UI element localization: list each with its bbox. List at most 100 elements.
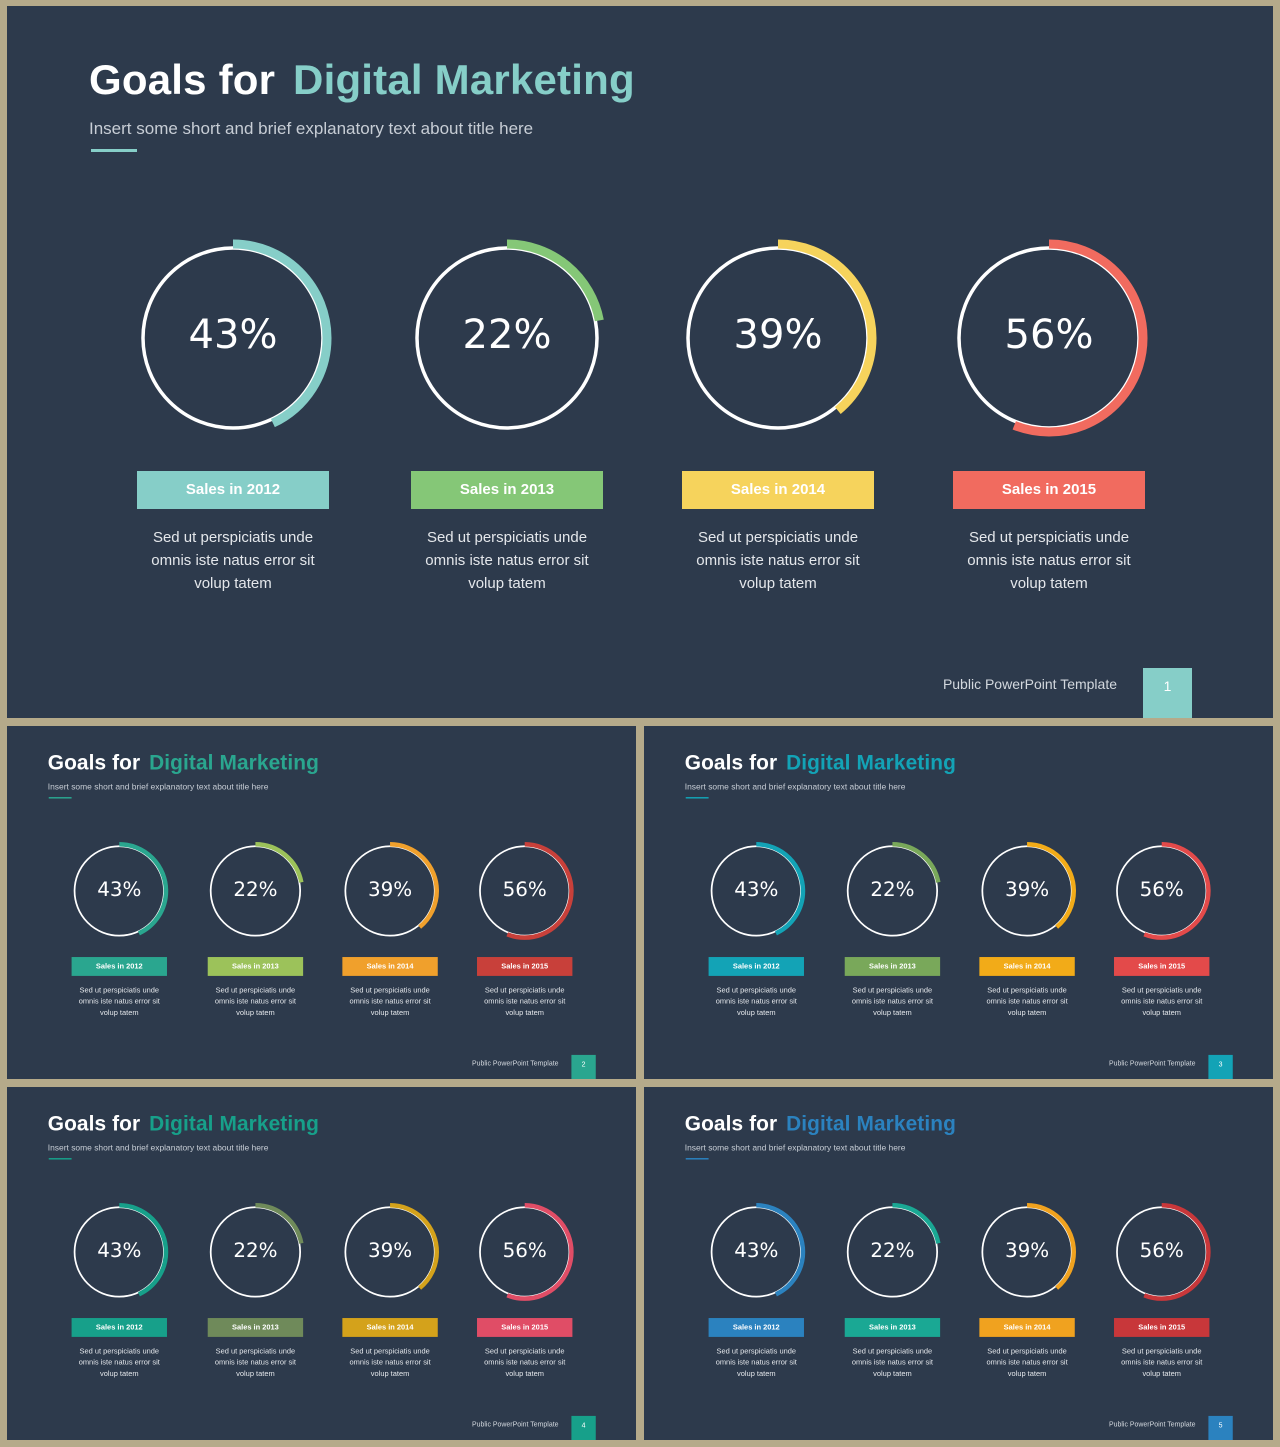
goal-label: Sales in 2015 [477,957,573,976]
goal-description: Sed ut perspiciatis unde omnis iste natu… [70,1345,169,1379]
goal-description-line: omnis iste natus error sit [967,552,1131,569]
slide-content: Goals for Digital Marketing Insert some … [644,726,1273,1079]
goal-description-line: Sed ut perspiciatis unde [987,985,1067,995]
progress-ring [475,842,574,940]
goal-description: Sed ut perspiciatis unde omnis iste natu… [977,984,1076,1018]
goal-description: Sed ut perspiciatis unde omnis iste natu… [707,984,806,1018]
goal-description-line: volup tatem [1007,1369,1047,1379]
progress-ring [70,842,169,940]
goal-description-line: Sed ut perspiciatis unde [484,985,565,995]
goal-card-2: 22% Sales in 2013 Sed ut perspiciatis un… [407,238,607,608]
goal-description-line: volup tatem [468,575,546,592]
goal-percent: 39% [1004,878,1050,901]
goal-percent: 43% [97,1239,142,1262]
goal-description-line: volup tatem [1007,1008,1047,1018]
page-number-badge: 4 [571,1415,596,1440]
goal-description-line: omnis iste natus error sit [484,997,566,1006]
goal-label: Sales in 2015 [1114,957,1210,976]
page-number-badge: 5 [1208,1415,1233,1440]
goal-description-line: volup tatem [370,1369,410,1379]
title-main: Goals for [47,1111,141,1136]
goal-description: Sed ut perspiciatis unde omnis iste natu… [340,1345,439,1379]
slide-1[interactable]: Goals for Digital Marketing Insert some … [7,6,1273,718]
goal-card-2: 22% Sales in 2013 Sed ut perspiciatis un… [206,841,305,1025]
title-accent: Digital Marketing [293,56,635,103]
progress-ring [978,1203,1077,1301]
progress-ring [341,1203,440,1301]
footer-text: Public PowerPoint Template [942,676,1117,692]
goal-description-line: Sed ut perspiciatis unde [716,1346,797,1356]
goal-label: Sales in 2013 [207,957,304,976]
title-accent: Digital Marketing [786,1111,956,1136]
goal-card-4: 56% Sales in 2015 Sed ut perspiciatis un… [949,238,1149,608]
goal-label: Sales in 2013 [844,957,941,976]
goal-card-4: 56% Sales in 2015 Sed ut perspiciatis un… [475,1202,574,1386]
goal-card-3: 39% Sales in 2014 Sed ut perspiciatis un… [977,1202,1077,1386]
title-underline [48,1158,72,1160]
goal-card-3: 39% Sales in 2014 Sed ut perspiciatis un… [340,841,440,1025]
ring-progress-arc [707,842,806,940]
goal-label: Sales in 2015 [477,1318,573,1337]
goal-label: Sales in 2012 [708,957,804,976]
ring-progress-arc [70,842,169,940]
goal-card-3: 39% Sales in 2014 Sed ut perspiciatis un… [977,841,1077,1025]
goal-description-line: volup tatem [505,1369,544,1379]
goal-description-line: volup tatem [873,1369,912,1379]
progress-ring [408,239,606,437]
goal-label: Sales in 2015 [1114,1318,1210,1337]
footer-text: Public PowerPoint Template [1109,1419,1196,1428]
goal-description: Sed ut perspiciatis unde omnis iste natu… [206,1345,305,1379]
goal-description-line: Sed ut perspiciatis unde [987,1346,1067,1356]
goal-description-line: omnis iste natus error sit [851,1358,934,1367]
goal-description-line: Sed ut perspiciatis unde [1121,1346,1202,1356]
slide-3[interactable]: Goals for Digital Marketing Insert some … [644,726,1273,1079]
goal-percent: 22% [870,1239,915,1262]
goal-description-line: Sed ut perspiciatis unde [350,985,430,995]
ring-progress-arc [70,1203,169,1301]
page-number-badge: 2 [571,1054,596,1079]
goal-description: Sed ut perspiciatis unde omnis iste natu… [206,984,305,1018]
goal-card-2: 22% Sales in 2013 Sed ut perspiciatis un… [206,1202,305,1386]
slide-subtitle: Insert some short and brief explanatory … [89,119,534,138]
goal-description-line: Sed ut perspiciatis unde [968,529,1130,546]
goal-label: Sales in 2014 [342,1318,438,1337]
goal-card-3: 39% Sales in 2014 Sed ut perspiciatis un… [678,238,878,608]
goal-description-line: omnis iste natus error sit [349,1358,431,1367]
goal-description-line: Sed ut perspiciatis unde [426,529,588,546]
goal-description-line: volup tatem [370,1008,410,1018]
slide-5[interactable]: Goals for Digital Marketing Insert some … [644,1087,1273,1440]
goal-label: Sales in 2013 [411,471,603,509]
goal-label: Sales in 2014 [682,471,874,509]
progress-ring [1112,1203,1211,1301]
slide-4[interactable]: Goals for Digital Marketing Insert some … [7,1087,636,1440]
slide-2[interactable]: Goals for Digital Marketing Insert some … [7,726,636,1079]
goal-description-line: omnis iste natus error sit [214,1358,297,1367]
goal-description-line: omnis iste natus error sit [78,997,160,1006]
page-number-badge: 3 [1208,1054,1233,1079]
goal-description: Sed ut perspiciatis unde omnis iste natu… [133,526,333,595]
slide-title: Goals for Digital Marketing [89,56,635,104]
progress-ring [679,239,877,437]
goal-description-line: Sed ut perspiciatis unde [852,985,933,995]
goal-percent: 39% [367,878,413,901]
title-underline [685,1158,709,1160]
slide-content: Goals for Digital Marketing Insert some … [644,1087,1273,1440]
title-underline [685,797,709,799]
goal-description: Sed ut perspiciatis unde omnis iste natu… [949,526,1149,595]
progress-ring [843,1203,942,1301]
ring-progress-arc [843,1203,942,1301]
goal-label: Sales in 2012 [708,1318,804,1337]
goal-description: Sed ut perspiciatis unde omnis iste natu… [70,984,169,1018]
goal-card-1: 43% Sales in 2012 Sed ut perspiciatis un… [707,841,806,1025]
goal-description-line: volup tatem [737,1008,776,1018]
goal-label: Sales in 2014 [342,957,438,976]
goal-description-line: omnis iste natus error sit [1121,1358,1203,1367]
footer-text: Public PowerPoint Template [472,1419,559,1428]
goal-label: Sales in 2014 [979,957,1075,976]
goal-description-line: omnis iste natus error sit [425,552,589,569]
goal-description-line: volup tatem [100,1008,139,1018]
goal-description-line: Sed ut perspiciatis unde [79,985,160,995]
progress-ring [707,1203,806,1301]
goal-card-4: 56% Sales in 2015 Sed ut perspiciatis un… [1112,1202,1211,1386]
goal-percent: 56% [1139,878,1184,901]
